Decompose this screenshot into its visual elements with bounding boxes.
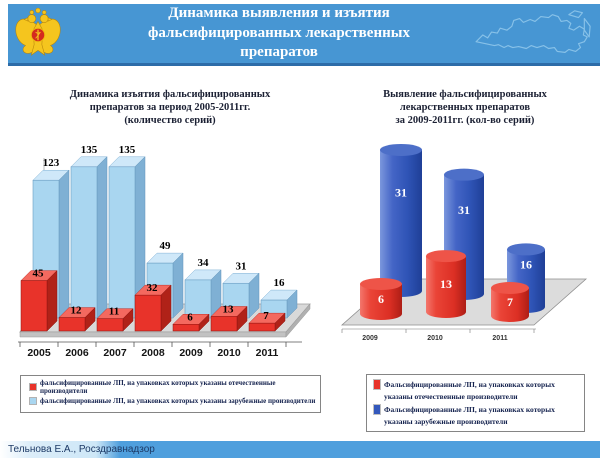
slide-title: Динамика выявления и изъятия фальсифицир… bbox=[66, 4, 492, 63]
legend-label: фальсифицированные ЛП, на упаковках кото… bbox=[40, 397, 316, 405]
svg-text:2010: 2010 bbox=[427, 335, 443, 342]
russia-map-icon bbox=[475, 10, 591, 53]
footer-credit: Тельнова Е.А., Росздравнадзор bbox=[8, 444, 155, 455]
svg-text:6: 6 bbox=[378, 292, 384, 306]
svg-text:31: 31 bbox=[236, 260, 247, 272]
svg-text:135: 135 bbox=[81, 144, 98, 156]
svg-text:7: 7 bbox=[263, 310, 269, 322]
svg-text:11: 11 bbox=[109, 306, 119, 318]
svg-text:13: 13 bbox=[440, 277, 452, 291]
svg-text:12: 12 bbox=[71, 305, 83, 317]
svg-text:2005: 2005 bbox=[27, 347, 51, 359]
svg-text:2011: 2011 bbox=[256, 347, 279, 359]
right-chart-title-line: Выявление фальсифицированных bbox=[383, 89, 547, 100]
domestic-red-swatch-icon bbox=[29, 383, 37, 391]
legend-label: фальсифицированные ЛП, на упаковках кото… bbox=[40, 379, 276, 395]
svg-text:123: 123 bbox=[43, 157, 60, 169]
slide-title-line: препаратов bbox=[240, 44, 318, 60]
right-chart-title: Выявление фальсифицированных лекарственн… bbox=[342, 88, 588, 127]
coat-of-arms-icon bbox=[15, 7, 61, 56]
legend-label: Фальсифицированные ЛП, на упаковках кото… bbox=[384, 405, 555, 426]
left-chart-title: Динамика изъятия фальсифицированных преп… bbox=[25, 88, 315, 127]
domestic-red-swatch-icon bbox=[373, 379, 381, 390]
left-chart-title-line: Динамика изъятия фальсифицированных bbox=[69, 89, 271, 100]
left-chart-title-line: препаратов за период 2005-2011гг. bbox=[89, 102, 251, 113]
svg-text:2011: 2011 bbox=[492, 335, 507, 342]
svg-text:45: 45 bbox=[33, 268, 45, 280]
left-chart-title-line: (количество серий) bbox=[124, 115, 216, 126]
svg-text:2006: 2006 bbox=[65, 347, 89, 359]
svg-text:2009: 2009 bbox=[362, 335, 378, 342]
right-chart-canvas: 31 31 16 6 13 7 2009 2010 2011 bbox=[340, 143, 588, 342]
svg-text:32: 32 bbox=[147, 282, 159, 294]
svg-text:2007: 2007 bbox=[103, 347, 127, 359]
legend-item-domestic: фальсифицированные ЛП, на упаковках кото… bbox=[29, 379, 316, 395]
svg-text:6: 6 bbox=[187, 311, 193, 323]
legend-item-foreign: фальсифицированные ЛП, на упаковках кото… bbox=[29, 394, 316, 408]
svg-text:135: 135 bbox=[119, 144, 136, 156]
legend-item-domestic: Фальсифицированные ЛП, на упаковках кото… bbox=[373, 379, 580, 403]
svg-text:2010: 2010 bbox=[217, 347, 241, 359]
right-chart-title-line: лекарственных препаратов bbox=[399, 102, 531, 113]
right-chart-legend: Фальсифицированные ЛП, на упаковках кото… bbox=[366, 374, 585, 432]
svg-text:16: 16 bbox=[274, 277, 286, 289]
slide-title-line: Динамика выявления и изъятия bbox=[168, 5, 390, 21]
left-chart-legend: фальсифицированные ЛП, на упаковках кото… bbox=[20, 375, 321, 413]
svg-text:2008: 2008 bbox=[141, 347, 165, 359]
svg-text:2009: 2009 bbox=[179, 347, 203, 359]
legend-label: Фальсифицированные ЛП, на упаковках кото… bbox=[384, 380, 555, 401]
left-chart-canvas: 123 45 2005 135 12 2006 135 11 2007 49 32 2008 34 6 20… bbox=[18, 144, 311, 359]
svg-text:34: 34 bbox=[198, 257, 210, 269]
foreign-blue-swatch-icon bbox=[373, 404, 381, 415]
svg-text:7: 7 bbox=[507, 295, 513, 309]
footer-bar: Тельнова Е.А., Росздравнадзор bbox=[0, 441, 600, 458]
right-chart-title-line: за 2009-2011гг. (кол-во серий) bbox=[395, 115, 535, 126]
svg-text:16: 16 bbox=[520, 257, 532, 271]
svg-text:49: 49 bbox=[160, 240, 172, 252]
foreign-blue-swatch-icon bbox=[29, 397, 37, 405]
svg-text:31: 31 bbox=[395, 185, 407, 199]
svg-text:13: 13 bbox=[223, 303, 235, 315]
legend-item-foreign: Фальсифицированные ЛП, на упаковках кото… bbox=[373, 404, 580, 428]
header-banner: Динамика выявления и изъятия фальсифицир… bbox=[8, 4, 600, 66]
svg-text:31: 31 bbox=[458, 203, 470, 217]
slide-title-line: фальсифицированных лекарственных bbox=[148, 24, 410, 41]
